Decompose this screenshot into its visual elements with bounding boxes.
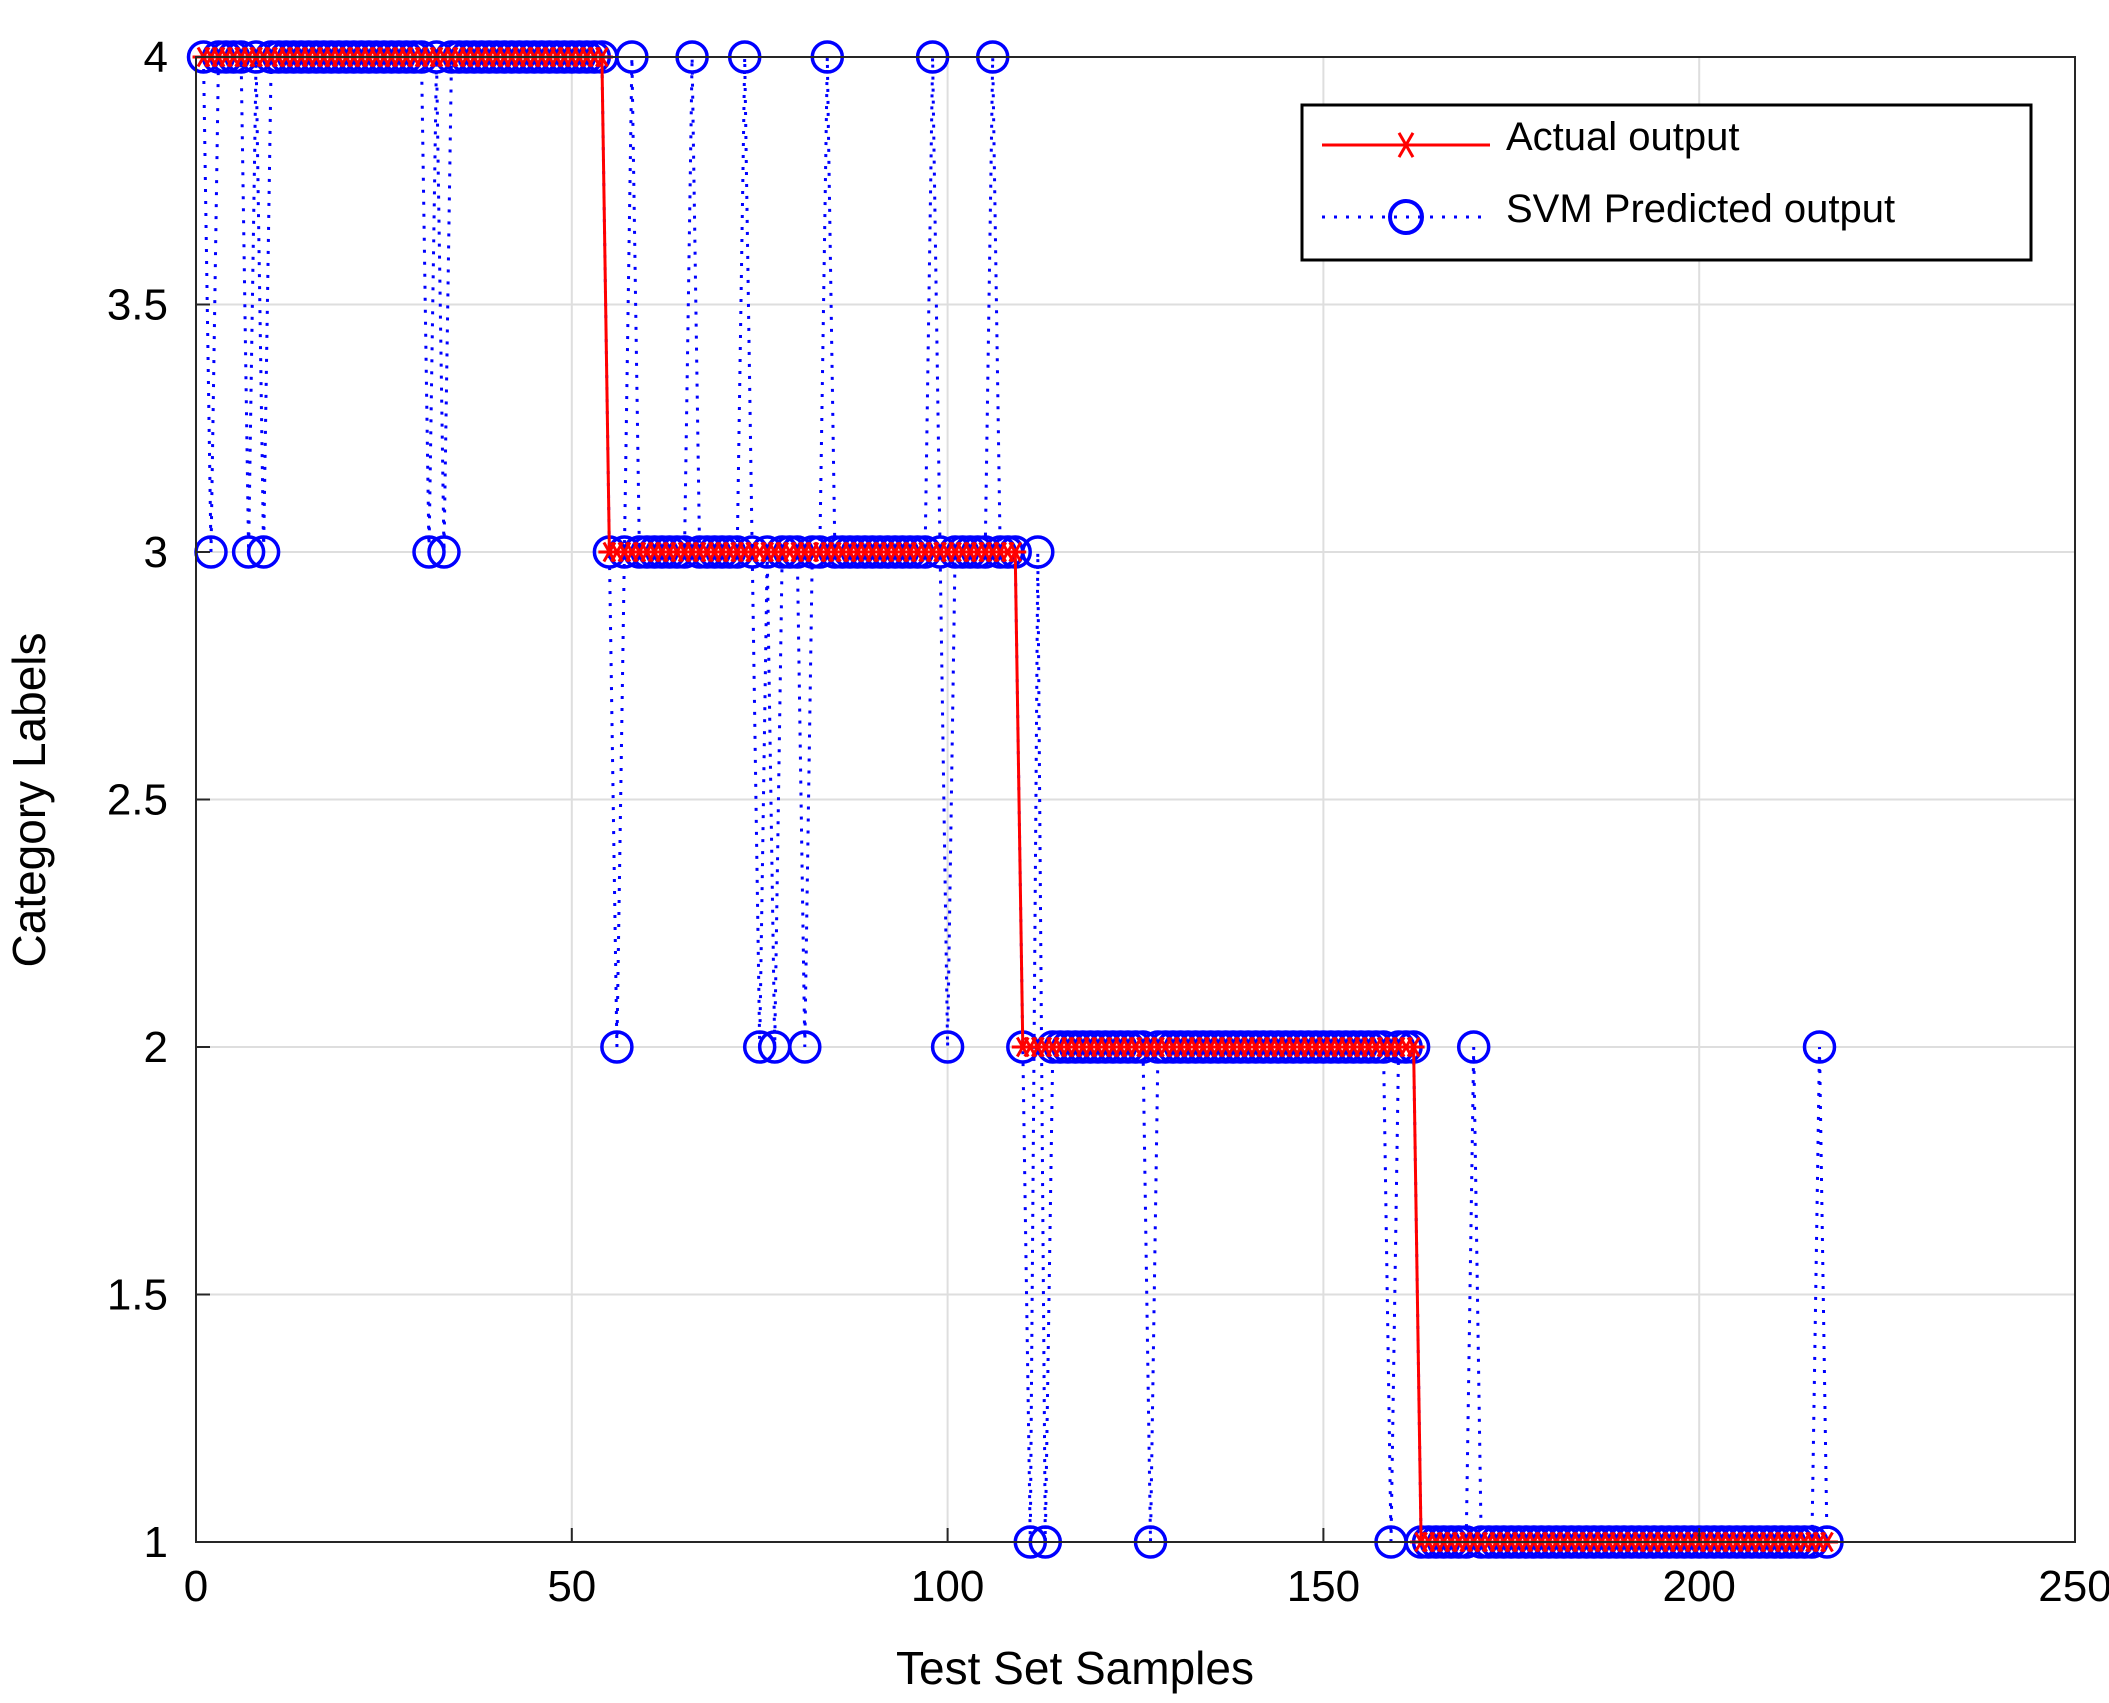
- predicted-point: [600, 1030, 634, 1064]
- predicted-point: [1802, 1030, 1837, 1064]
- x-axis: 0 50 100 150 200 250: [184, 1528, 2109, 1611]
- y-axis-title: Category Labels: [3, 633, 55, 968]
- y-tick-label: 1.5: [107, 1271, 168, 1320]
- legend-predicted-marker: [1388, 199, 1424, 235]
- legend-predicted-label: SVM Predicted output: [1506, 187, 1895, 231]
- y-tick-label: 2.5: [107, 776, 168, 825]
- x-tick-label: 150: [1287, 1562, 1360, 1611]
- predicted-point: [427, 535, 461, 569]
- predicted-point: [412, 535, 446, 569]
- predicted-point: [231, 535, 266, 569]
- predicted-point: [930, 1030, 965, 1064]
- legend-actual-marker: [1392, 132, 1420, 158]
- x-tick-label: 200: [1662, 1562, 1735, 1611]
- x-tick-label: 0: [184, 1562, 208, 1611]
- y-tick-label: 3: [144, 528, 168, 577]
- predicted-point: [742, 1030, 777, 1064]
- legend: Actual output SVM Predicted output: [1300, 103, 2033, 262]
- legend-star: [1392, 132, 1420, 158]
- actual-point: [1004, 541, 1027, 563]
- y-tick-label: 1: [144, 1518, 168, 1567]
- y-tick-label: 2: [144, 1023, 168, 1072]
- legend-box: [1300, 103, 2033, 262]
- x-tick-label: 250: [2038, 1562, 2109, 1611]
- y-tick-label: 3.5: [107, 281, 168, 330]
- predicted-point: [246, 535, 281, 569]
- y-axis: 1 1.5 2 2.5 3 3.5 4: [107, 33, 210, 1567]
- x-axis-title: Test Set Samples: [896, 1642, 1254, 1694]
- y-tick-label: 4: [144, 33, 168, 82]
- x-tick-label: 100: [911, 1562, 984, 1611]
- predicted-point: [1456, 1030, 1491, 1064]
- grid: [195, 56, 2076, 1543]
- actual-point: [1402, 1036, 1425, 1058]
- x-tick-label: 50: [547, 1562, 596, 1611]
- legend-actual-label: Actual output: [1506, 115, 1740, 159]
- predicted-point: [788, 1030, 822, 1064]
